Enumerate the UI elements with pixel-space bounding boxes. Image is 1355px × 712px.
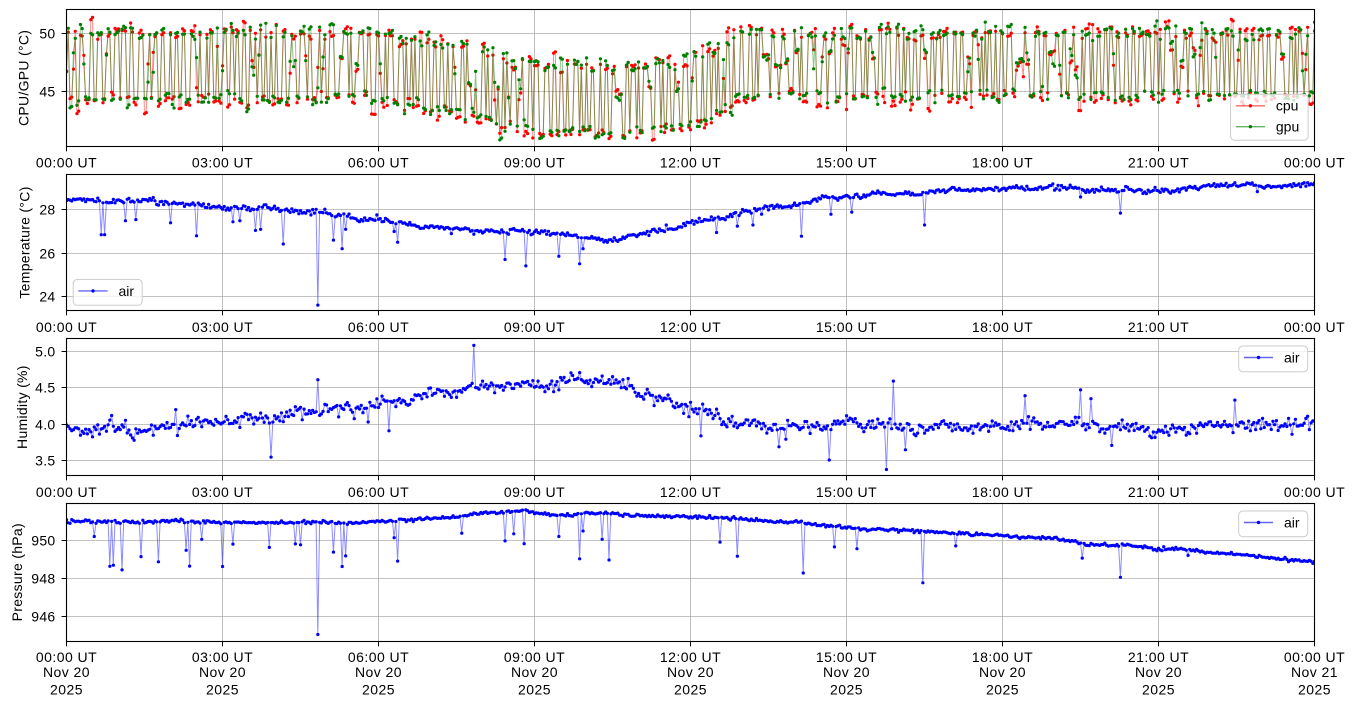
svg-text:03:00 UT: 03:00 UT (192, 155, 253, 171)
svg-text:09:00 UT: 09:00 UT (504, 155, 565, 171)
svg-text:Nov 20: Nov 20 (355, 664, 402, 680)
svg-text:Pressure (hPa): Pressure (hPa) (9, 523, 25, 621)
svg-text:Nov 20: Nov 20 (199, 664, 246, 680)
svg-text:946: 946 (31, 608, 55, 624)
svg-text:12:00 UT: 12:00 UT (660, 649, 721, 665)
svg-text:Nov 20: Nov 20 (667, 664, 714, 680)
svg-text:45: 45 (39, 83, 55, 99)
svg-text:2025: 2025 (674, 681, 707, 697)
svg-text:03:00 UT: 03:00 UT (192, 484, 253, 500)
svg-text:Nov 21: Nov 21 (1291, 664, 1338, 680)
svg-text:15:00 UT: 15:00 UT (816, 319, 877, 335)
svg-text:2025: 2025 (518, 681, 551, 697)
svg-text:2025: 2025 (986, 681, 1019, 697)
svg-text:12:00 UT: 12:00 UT (660, 319, 721, 335)
svg-text:2025: 2025 (1298, 681, 1331, 697)
svg-text:03:00 UT: 03:00 UT (192, 319, 253, 335)
svg-text:4.0: 4.0 (35, 416, 55, 432)
svg-text:28: 28 (39, 201, 55, 217)
svg-text:2025: 2025 (830, 681, 863, 697)
svg-text:00:00 UT: 00:00 UT (1284, 649, 1345, 665)
svg-text:06:00 UT: 06:00 UT (348, 649, 409, 665)
svg-text:00:00 UT: 00:00 UT (36, 155, 97, 171)
svg-text:21:00 UT: 21:00 UT (1128, 484, 1189, 500)
svg-text:2025: 2025 (1142, 681, 1175, 697)
svg-text:gpu: gpu (1276, 119, 1299, 135)
svg-text:Humidity (%): Humidity (%) (14, 365, 30, 449)
svg-text:06:00 UT: 06:00 UT (348, 155, 409, 171)
svg-text:12:00 UT: 12:00 UT (660, 155, 721, 171)
svg-text:Nov 20: Nov 20 (979, 664, 1026, 680)
svg-text:950: 950 (31, 532, 55, 548)
svg-text:2025: 2025 (50, 681, 83, 697)
svg-text:21:00 UT: 21:00 UT (1128, 649, 1189, 665)
svg-text:air: air (119, 283, 135, 299)
svg-text:2025: 2025 (206, 681, 239, 697)
svg-text:06:00 UT: 06:00 UT (348, 319, 409, 335)
svg-text:18:00 UT: 18:00 UT (972, 649, 1033, 665)
svg-text:Nov 20: Nov 20 (1135, 664, 1182, 680)
svg-text:03:00 UT: 03:00 UT (192, 649, 253, 665)
svg-text:4.5: 4.5 (35, 379, 55, 395)
svg-text:Temperature (°C): Temperature (°C) (17, 186, 33, 298)
svg-text:18:00 UT: 18:00 UT (972, 484, 1033, 500)
svg-text:50: 50 (39, 25, 55, 41)
svg-text:12:00 UT: 12:00 UT (660, 484, 721, 500)
svg-text:00:00 UT: 00:00 UT (1284, 155, 1345, 171)
svg-text:5.0: 5.0 (35, 343, 55, 359)
svg-text:948: 948 (31, 570, 55, 586)
svg-text:06:00 UT: 06:00 UT (348, 484, 409, 500)
svg-text:Nov 20: Nov 20 (511, 664, 558, 680)
svg-text:15:00 UT: 15:00 UT (816, 484, 877, 500)
svg-text:24: 24 (39, 288, 55, 304)
svg-text:09:00 UT: 09:00 UT (504, 649, 565, 665)
svg-text:Nov 20: Nov 20 (43, 664, 90, 680)
svg-text:00:00 UT: 00:00 UT (36, 484, 97, 500)
svg-text:09:00 UT: 09:00 UT (504, 319, 565, 335)
svg-text:air: air (1284, 514, 1300, 530)
svg-text:00:00 UT: 00:00 UT (1284, 319, 1345, 335)
svg-text:18:00 UT: 18:00 UT (972, 155, 1033, 171)
svg-text:3.5: 3.5 (35, 452, 55, 468)
svg-text:15:00 UT: 15:00 UT (816, 649, 877, 665)
svg-text:00:00 UT: 00:00 UT (36, 319, 97, 335)
svg-text:21:00 UT: 21:00 UT (1128, 319, 1189, 335)
svg-text:18:00 UT: 18:00 UT (972, 319, 1033, 335)
svg-text:2025: 2025 (362, 681, 395, 697)
svg-text:21:00 UT: 21:00 UT (1128, 155, 1189, 171)
svg-text:00:00 UT: 00:00 UT (36, 649, 97, 665)
svg-text:cpu: cpu (1276, 98, 1299, 114)
svg-text:26: 26 (39, 245, 55, 261)
svg-text:Nov 20: Nov 20 (823, 664, 870, 680)
svg-text:15:00 UT: 15:00 UT (816, 155, 877, 171)
svg-text:air: air (1284, 349, 1300, 365)
svg-text:09:00 UT: 09:00 UT (504, 484, 565, 500)
svg-text:00:00 UT: 00:00 UT (1284, 484, 1345, 500)
svg-text:CPU/GPU (°C): CPU/GPU (°C) (16, 30, 32, 126)
